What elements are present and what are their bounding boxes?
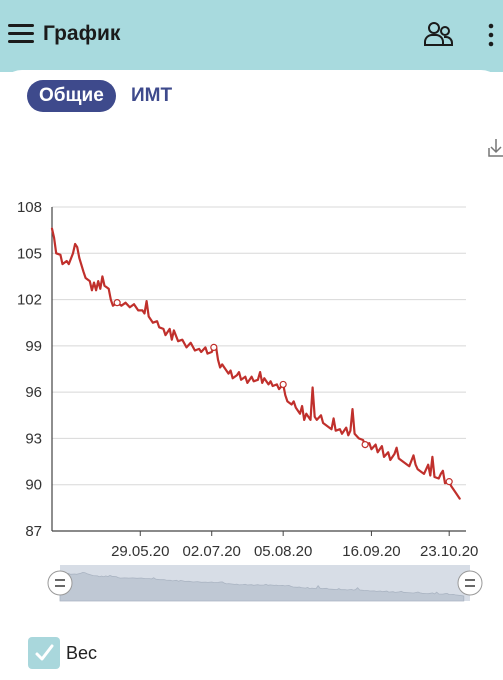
y-tick-label: 99 bbox=[25, 338, 42, 355]
download-icon[interactable] bbox=[487, 136, 503, 160]
legend-label: Вес bbox=[66, 642, 98, 663]
navigator-series bbox=[59, 570, 465, 602]
y-tick-label: 93 bbox=[25, 430, 42, 447]
x-tick-label: 29.05.20 bbox=[111, 543, 169, 560]
navigator-handle-right[interactable] bbox=[457, 570, 483, 596]
data-point-marker bbox=[210, 343, 218, 351]
vertical-dots-icon[interactable] bbox=[484, 20, 498, 50]
x-tick-label: 16.09.20 bbox=[342, 543, 400, 560]
checkmark-icon bbox=[35, 644, 54, 661]
navigator-handle-left[interactable] bbox=[47, 570, 73, 596]
data-point-marker bbox=[361, 441, 369, 449]
data-point-marker bbox=[445, 478, 453, 486]
handle-circle[interactable] bbox=[47, 570, 73, 596]
x-tick-label: 05.08.20 bbox=[254, 543, 312, 560]
two-users-icon[interactable] bbox=[422, 20, 456, 50]
y-tick-label: 108 bbox=[17, 199, 42, 216]
weight-chart: 108 105 102 99 96 93 90 87 29.05.20 02.07.20 05.08… bbox=[17, 199, 478, 560]
app-bar: График bbox=[0, 0, 503, 72]
data-point-marker bbox=[279, 380, 287, 389]
y-tick-label: 102 bbox=[17, 292, 42, 309]
y-tick-label: 90 bbox=[25, 477, 42, 494]
y-tick-label: 96 bbox=[25, 384, 42, 401]
y-tick-label: 87 bbox=[25, 523, 42, 540]
x-tick-label: 02.07.20 bbox=[183, 543, 241, 560]
hamburger-menu-icon[interactable] bbox=[8, 22, 34, 46]
handle-circle[interactable] bbox=[457, 570, 483, 596]
data-point-marker bbox=[113, 299, 121, 307]
app-title: График bbox=[43, 22, 121, 45]
y-tick-label: 105 bbox=[17, 245, 42, 262]
legend-checkbox[interactable] bbox=[28, 637, 60, 669]
x-tick-label: 23.10.20 bbox=[420, 543, 478, 560]
legend-item-weight[interactable]: Вес bbox=[28, 637, 97, 669]
range-navigator[interactable] bbox=[46, 561, 484, 605]
tab-bmi[interactable]: ИМТ bbox=[131, 85, 173, 106]
tab-general[interactable]: Общие bbox=[27, 80, 116, 112]
series-line-weight bbox=[50, 227, 461, 500]
